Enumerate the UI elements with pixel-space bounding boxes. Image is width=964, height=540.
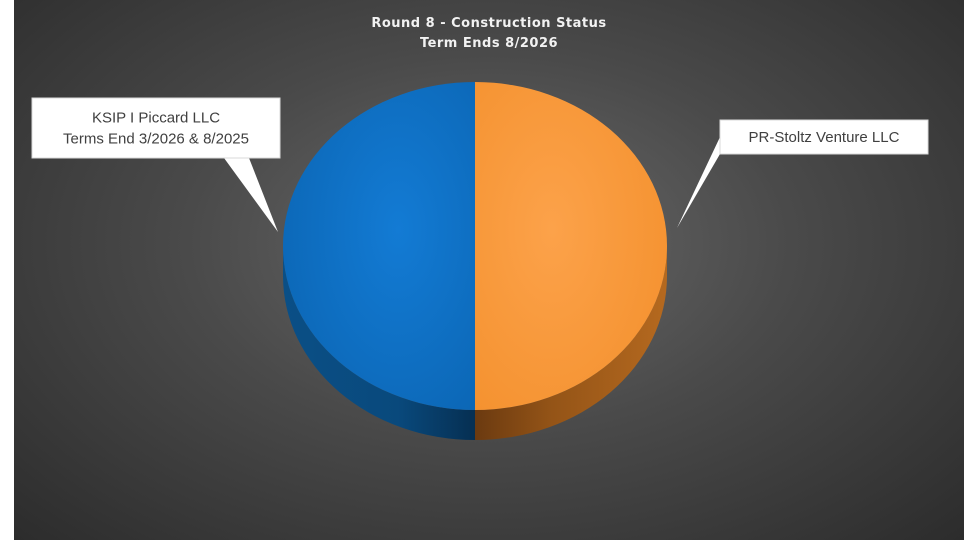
data-label-box <box>719 119 929 155</box>
data-label-box <box>31 97 281 159</box>
data-label-2: PR-Stoltz Venture LLC <box>677 119 929 228</box>
chart-title-line-1: Round 8 - Construction Status <box>371 16 607 31</box>
data-label-1: KSIP I Piccard LLC Terms End 3/2026 & 8/2… <box>31 97 281 232</box>
pie-slice-side-2 <box>475 246 667 440</box>
data-label-pointer <box>677 137 720 228</box>
chart-title: Round 8 - Construction Status Term Ends … <box>14 14 964 54</box>
pie-slice-2[interactable] <box>475 82 667 410</box>
pie-chart: KSIP I Piccard LLC Terms End 3/2026 & 8/2… <box>31 82 929 440</box>
data-label-text: PR-Stoltz Venture LLC <box>749 129 900 146</box>
data-label-text: KSIP I Piccard LLC <box>92 110 220 127</box>
pie-slice-1[interactable] <box>283 82 475 410</box>
data-label-text: Terms End 3/2026 & 8/2025 <box>63 131 249 148</box>
chart-area: Round 8 - Construction Status Term Ends … <box>14 0 964 540</box>
chart-title-line-2: Term Ends 8/2026 <box>419 36 559 51</box>
pie-slice-side-1 <box>283 246 475 440</box>
data-label-pointer <box>224 158 278 232</box>
